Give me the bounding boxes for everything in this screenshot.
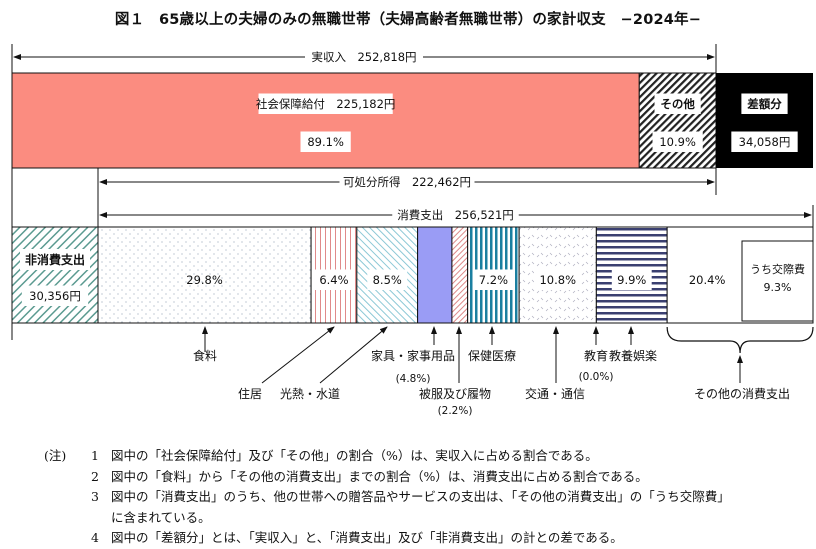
segment-1-pointer	[261, 326, 335, 384]
segment-9-name: その他の消費支出	[694, 386, 790, 401]
bar-entertainment-sub	[741, 240, 814, 322]
notes: (注) 1 図中の「社会保障給付」及び「その他」の割合（%）は、実収入に占める割合で…	[44, 446, 730, 549]
bar-non-consumption	[11, 226, 99, 324]
segment-8-pct-bg	[611, 269, 652, 290]
note-number: 2	[91, 468, 99, 484]
segment-6-pct: 10.8%	[539, 273, 576, 287]
note-text-continued: に含まれている。	[111, 509, 211, 525]
note-text: 図中の「消費支出」のうち、他の世帯への贈答品やサービスの支出は、「その他の消費支…	[111, 489, 730, 504]
deficit-value: 34,058円	[739, 135, 791, 149]
segment-9-pct: 20.4%	[689, 273, 726, 287]
segment-3-pct: (4.8%)	[396, 373, 431, 385]
consumption-label: 消費支出 256,521円	[397, 208, 514, 222]
deficit-value-bg	[731, 131, 798, 152]
segment-5-name: 保健医療	[468, 349, 516, 363]
note-text: 図中の「社会保障給付」及び「その他」の割合（%）は、実収入に占める割合である。	[111, 448, 598, 463]
non-consumption-value-bg	[21, 285, 89, 306]
segment-0-name: 食料	[193, 348, 217, 363]
segment-5-pct: 7.2%	[479, 273, 508, 287]
entertainment-pct: 9.3%	[764, 281, 792, 294]
social-security-pct-bg	[300, 131, 351, 152]
chart-title: 図１ 65歳以上の夫婦のみの無職世帯（夫婦高齢者無職世帯）の家計収支 −2024…	[114, 12, 702, 28]
note-text: 図中の「差額分」とは、「実収入」と、「消費支出」及び「非消費支出」の計との差であ…	[111, 530, 623, 545]
segment-2-name: 光熱・水道	[280, 387, 340, 401]
other-income-pct-bg	[652, 131, 703, 152]
segment-2-pointer	[319, 326, 388, 384]
note-number: 3	[91, 489, 99, 504]
non-consumption-label-bg	[20, 249, 90, 270]
disposable-income-label: 可処分所得 222,462円	[343, 175, 471, 189]
social-security-label: 社会保障給付 225,182円	[256, 97, 396, 111]
segment-8-pct: 9.9%	[617, 273, 646, 287]
bar-deficit	[716, 73, 813, 168]
non-consumption-label: 非消費支出	[25, 252, 85, 267]
segment-4-pct: (2.2%)	[438, 405, 473, 417]
non-consumption-value: 30,356円	[29, 289, 81, 303]
segment-1-pct: 6.4%	[319, 273, 348, 287]
segment-2-pct-bg	[367, 269, 408, 290]
segment-1-name: 住居	[238, 387, 262, 401]
segment-8-name: 教養娯楽	[609, 348, 657, 363]
bar-social-security	[11, 72, 640, 169]
segment-0-pct: 29.8%	[186, 273, 223, 287]
bar-segment-0	[97, 226, 312, 324]
social-security-pct: 89.1%	[307, 135, 344, 149]
segment-3-name: 家具・家事用品	[371, 348, 455, 363]
entertainment-label: うち交際費	[750, 262, 805, 276]
segment-5-pct-bg	[473, 269, 514, 290]
segment-2-pct: 8.5%	[373, 273, 402, 287]
note-number: 1	[91, 448, 99, 463]
social-security-label-bg	[258, 93, 393, 114]
segment-4-name: 被服及び履物	[419, 387, 491, 401]
bar-other-income	[638, 72, 717, 169]
segment-6-name: 交通・通信	[525, 386, 585, 401]
segment-1-pct-bg	[314, 269, 354, 290]
other-income-pct: 10.9%	[659, 135, 696, 149]
segment-7-name: 教育	[584, 348, 608, 363]
bar-segment-3	[417, 226, 453, 324]
note-text: 図中の「食料」から「その他の消費支出」までの割合（%）は、消費支出に占める割合で…	[111, 468, 648, 484]
deficit-label: 差額分	[747, 97, 782, 111]
other-income-label-bg	[654, 93, 701, 114]
bar-segment-4	[451, 226, 469, 324]
other-consumption-brace	[666, 326, 814, 354]
other-income-label: その他	[660, 97, 695, 111]
deficit-label-bg	[741, 93, 788, 114]
note-number: 4	[91, 530, 99, 545]
income-label: 実収入 252,818円	[311, 50, 416, 64]
segment-7-pct: (0.0%)	[579, 371, 614, 383]
segment-6-pct-bg	[534, 269, 582, 290]
notes-header: (注)	[44, 448, 67, 463]
